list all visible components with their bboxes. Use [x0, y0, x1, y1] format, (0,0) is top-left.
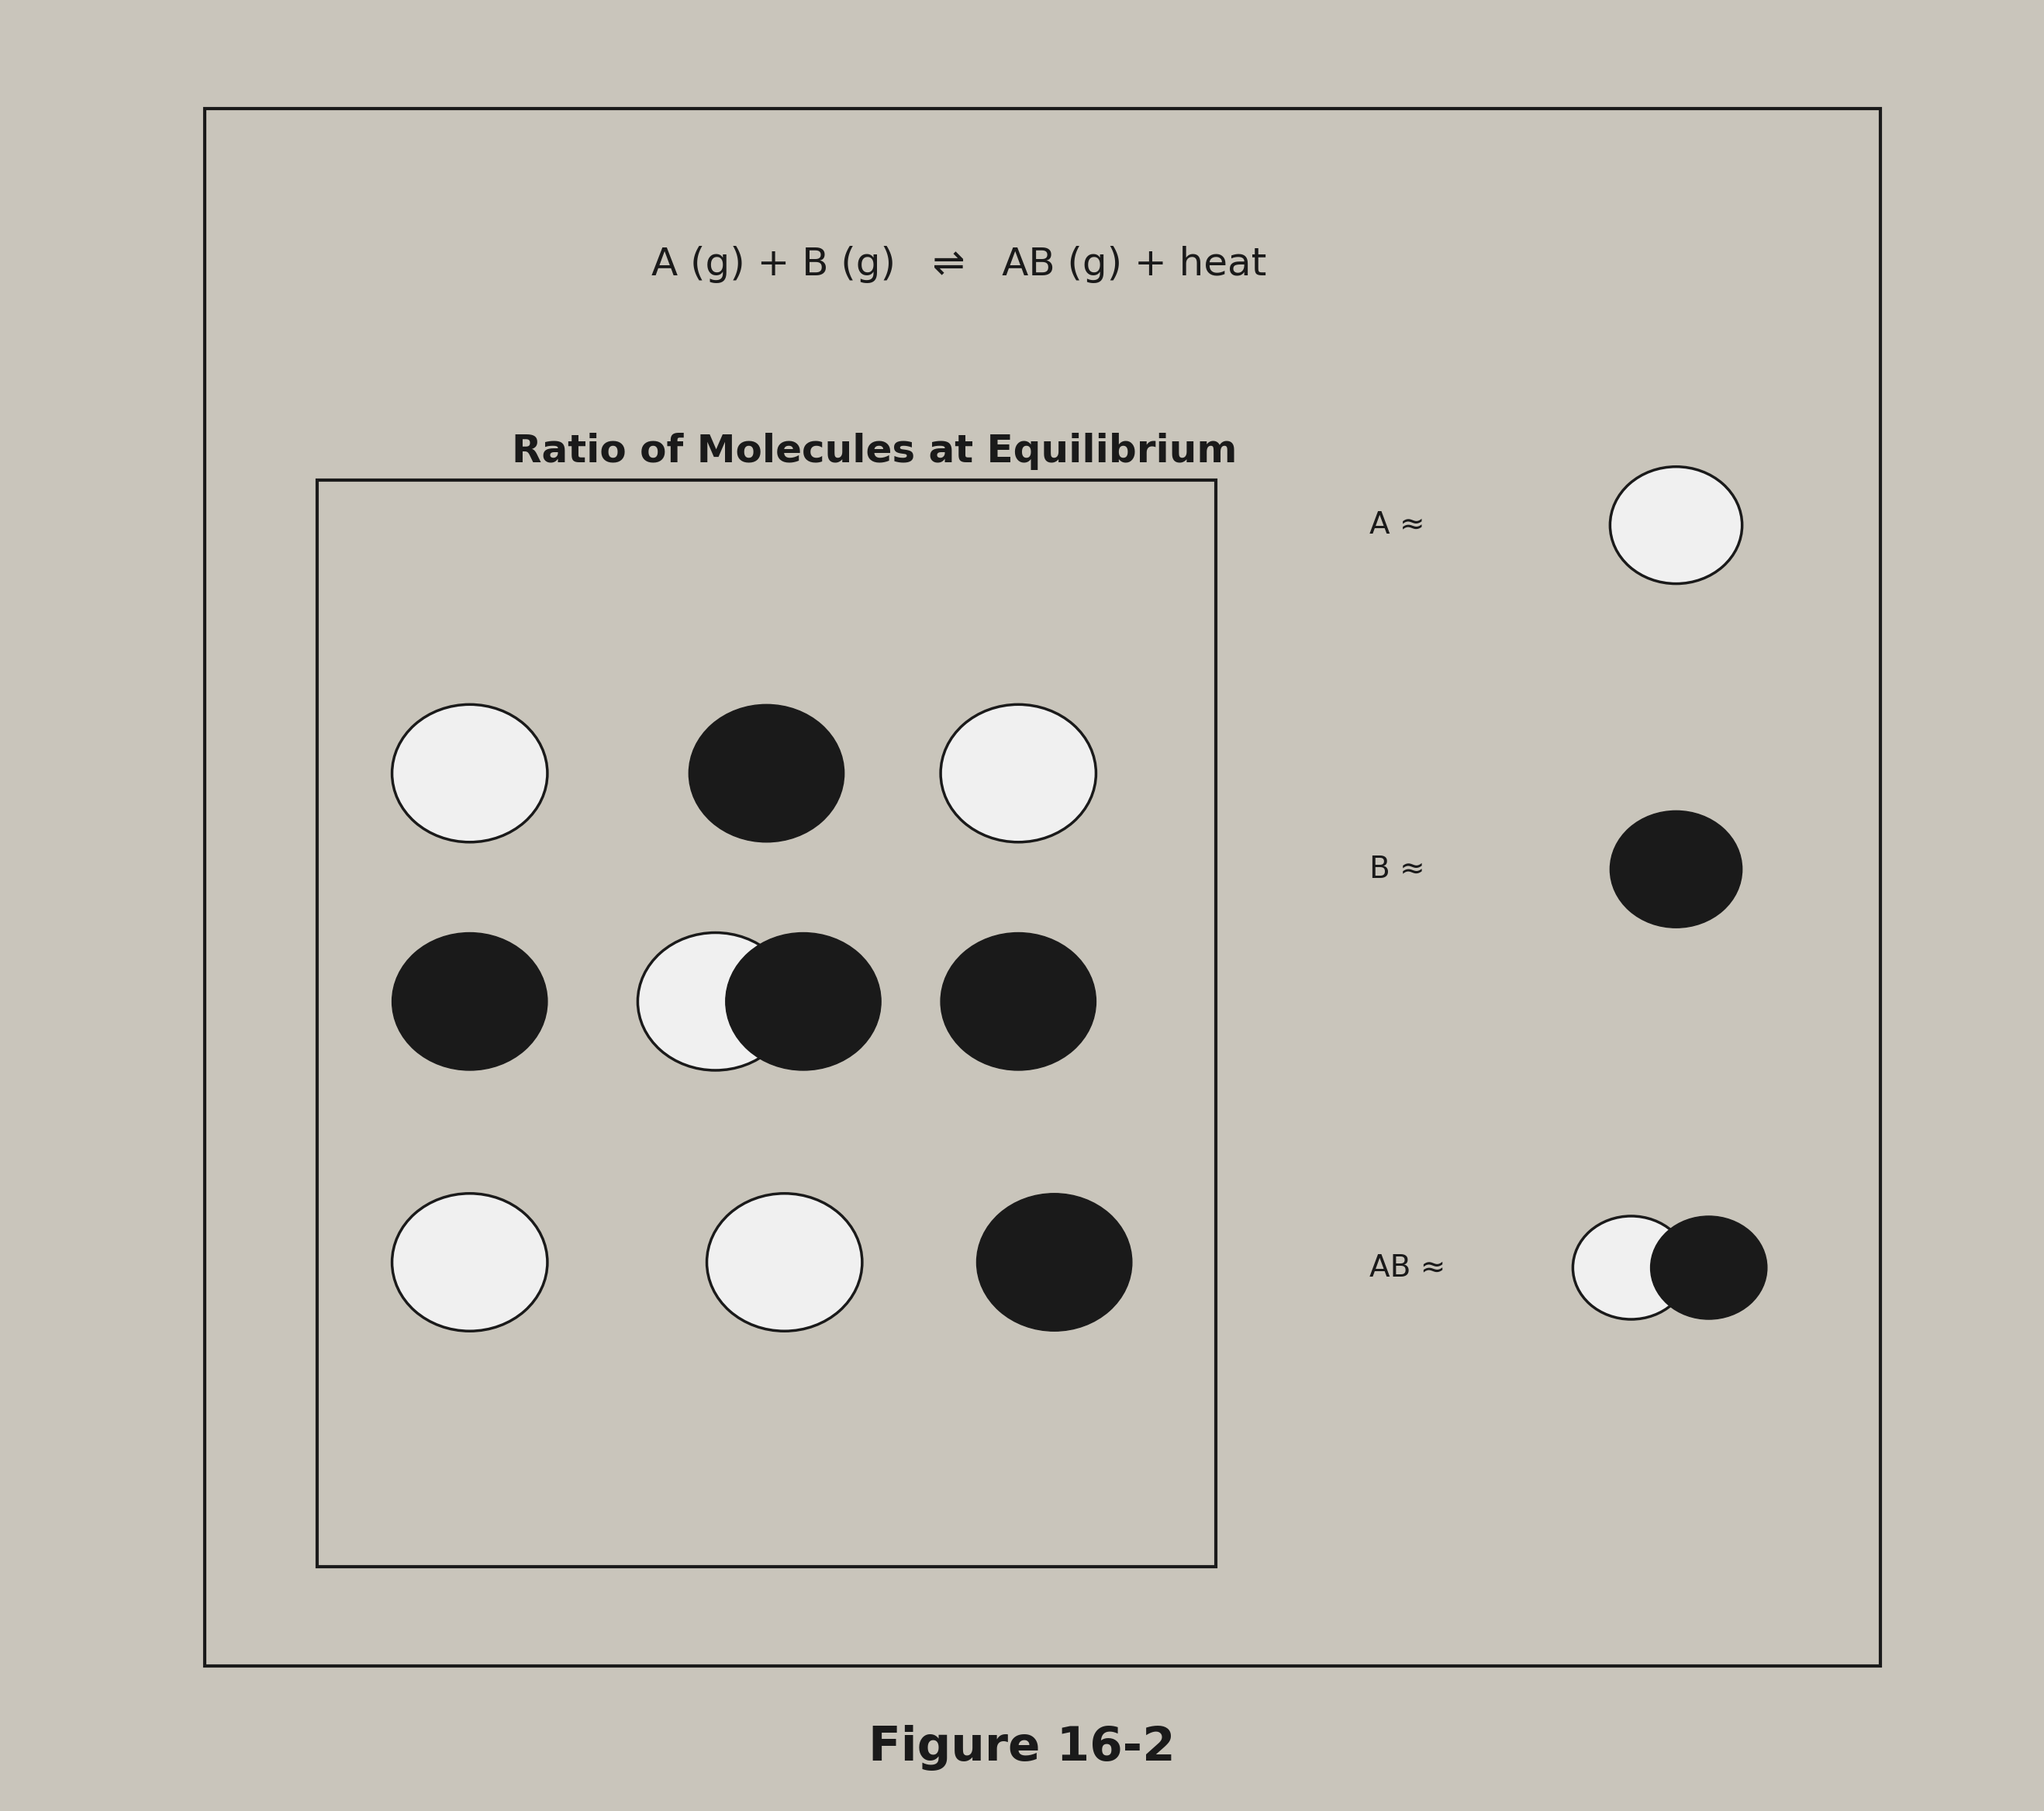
Bar [317, 480, 1216, 1567]
Circle shape [392, 1193, 548, 1331]
Text: Ratio of Molecules at Equilibrium: Ratio of Molecules at Equilibrium [513, 433, 1237, 469]
Circle shape [392, 704, 548, 842]
Text: A ≈: A ≈ [1369, 511, 1425, 540]
Text: A (g) + B (g)   ⇌   AB (g) + heat: A (g) + B (g) ⇌ AB (g) + heat [652, 246, 1265, 283]
Circle shape [977, 1193, 1132, 1331]
Circle shape [726, 933, 881, 1070]
Circle shape [1650, 1217, 1766, 1318]
Text: Figure 16-2: Figure 16-2 [869, 1724, 1175, 1771]
Circle shape [1611, 811, 1741, 927]
Circle shape [1611, 467, 1741, 583]
Circle shape [940, 704, 1096, 842]
Circle shape [707, 1193, 863, 1331]
Circle shape [392, 933, 548, 1070]
Text: AB ≈: AB ≈ [1369, 1253, 1445, 1282]
Text: B ≈: B ≈ [1369, 855, 1425, 884]
Bar [204, 109, 1880, 1666]
Circle shape [638, 933, 793, 1070]
Circle shape [1574, 1217, 1690, 1318]
Circle shape [689, 704, 844, 842]
Circle shape [940, 933, 1096, 1070]
